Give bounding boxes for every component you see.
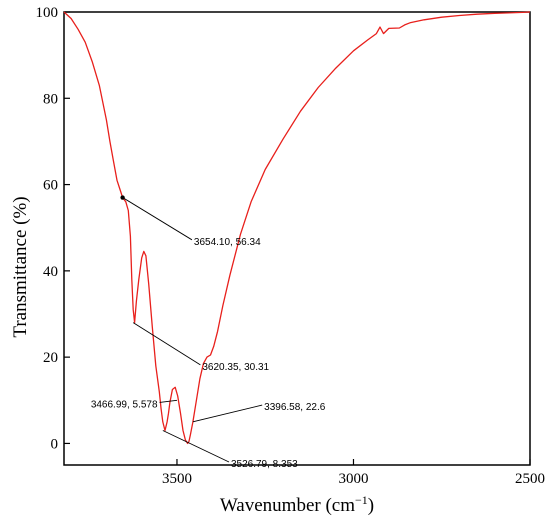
x-axis-label-sup: −1	[355, 493, 368, 507]
plot-frame	[63, 11, 531, 466]
y-tick-label-0: 0	[51, 436, 59, 452]
series-line-0	[63, 11, 531, 445]
annotation-label-4: 3526.79, 8.353	[231, 459, 298, 470]
y-tick-label-60: 60	[43, 178, 58, 194]
axis-ticks: 0 20 40 60 80 100 3500 3000 2500	[36, 5, 546, 487]
annotation-label-0: 3654.10, 56.34	[194, 237, 261, 248]
annotation-label-1: 3620.35, 30.31	[202, 362, 269, 373]
x-tick-label-3500: 3500	[162, 471, 192, 487]
x-tick-label-2500: 2500	[515, 471, 545, 487]
x-axis-label: Wavenumber (cm−1)	[220, 493, 374, 516]
y-tick-label-100: 100	[36, 5, 59, 21]
annotation-leader-0	[122, 197, 193, 241]
y-tick-label-40: 40	[43, 264, 58, 280]
x-tick-label-3000: 3000	[338, 471, 368, 487]
annotation-label-2: 3396.58, 22.6	[264, 402, 326, 413]
plot-border	[63, 11, 531, 466]
annotation-label-3: 3466.99, 5.578	[91, 399, 158, 410]
annotation-leader-3	[159, 399, 178, 403]
annotations-layer: 3654.10, 56.34 3620.35, 30.31 3396.58, 22.…	[91, 197, 326, 470]
y-axis-label: Transmittance (%)	[10, 196, 31, 337]
series-layer	[63, 11, 531, 445]
annotation-leader-4	[162, 430, 230, 463]
annotation-leader-2	[192, 404, 263, 423]
annotation-leader-1	[132, 322, 201, 366]
y-tick-label-80: 80	[43, 91, 58, 107]
x-axis-label-end: )	[368, 495, 374, 516]
y-tick-label-20: 20	[43, 350, 58, 366]
x-axis-label-main: Wavenumber (cm	[220, 495, 355, 516]
